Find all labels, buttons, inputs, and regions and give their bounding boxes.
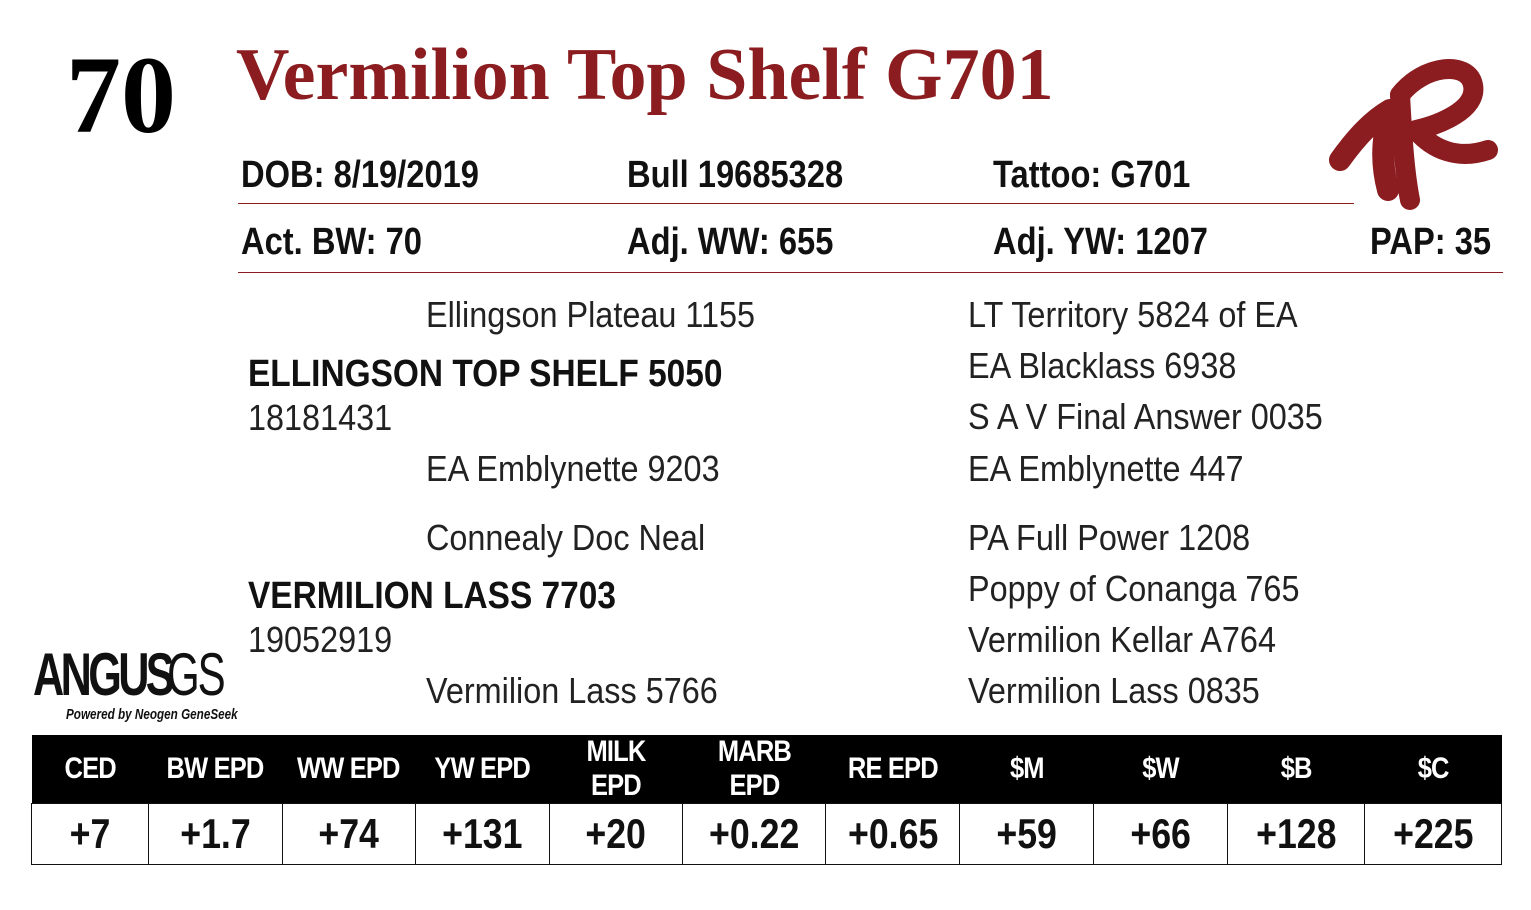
right-ancestor: EA Blacklass 6938: [968, 345, 1237, 386]
divider-bottom: [238, 272, 1503, 273]
epd-value: +0.65: [825, 803, 961, 865]
epd-value: +74: [281, 803, 416, 865]
epd-value: +1.7: [147, 803, 283, 865]
epd-header: WW EPD: [282, 735, 416, 804]
epd-value: +128: [1227, 803, 1365, 865]
epd-value: +131: [414, 803, 550, 865]
epd-header: CED: [31, 735, 149, 804]
dam-sire: Connealy Doc Neal: [426, 517, 706, 558]
angus-logo-word: ANGUS: [33, 641, 175, 708]
epd-header: $M: [959, 735, 1094, 804]
right-ancestor: Vermilion Kellar A764: [968, 619, 1276, 660]
epd-header: MILK EPD: [549, 735, 683, 804]
lot-number: 70: [66, 34, 176, 156]
sire-name: ELLINGSON TOP SHELF 5050: [248, 353, 723, 395]
epd-value: +66: [1093, 803, 1229, 865]
vr-brand-logo: [1329, 59, 1498, 210]
right-ancestor: S A V Final Answer 0035: [968, 396, 1323, 437]
epd-header-row: CED BW EPD WW EPD YW EPD MILK EPD MARB E…: [31, 735, 1502, 804]
sire-sire: Ellingson Plateau 1155: [426, 294, 756, 335]
right-ancestor: Vermilion Lass 0835: [968, 670, 1260, 711]
dam-dam: Vermilion Lass 5766: [426, 670, 718, 711]
dam-name: VERMILION LASS 7703: [248, 575, 616, 617]
epd-table: CED BW EPD WW EPD YW EPD MILK EPD MARB E…: [31, 735, 1502, 865]
epd-header: $B: [1227, 735, 1365, 804]
epd-header: $C: [1364, 735, 1502, 804]
right-ancestor: Poppy of Conanga 765: [968, 568, 1300, 609]
gs-logo-word: GS: [167, 641, 226, 708]
tattoo-field: Tattoo: G701: [993, 154, 1191, 196]
epd-header: BW EPD: [148, 735, 283, 804]
dam-registration: 19052919: [248, 619, 393, 660]
epd-header: YW EPD: [415, 735, 550, 804]
epd-value: +225: [1364, 803, 1502, 865]
adjusted-ww-field: Adj. WW: 655: [627, 221, 834, 263]
angus-gs-logo: ANGUS GS Powered by Neogen GeneSeek: [33, 641, 238, 730]
epd-value: +20: [548, 803, 684, 865]
epd-value: +59: [959, 803, 1095, 865]
adjusted-yw-field: Adj. YW: 1207: [993, 221, 1208, 263]
right-ancestor: PA Full Power 1208: [968, 517, 1251, 558]
sire-registration: 18181431: [248, 397, 393, 438]
epd-header: $W: [1093, 735, 1228, 804]
epd-header: RE EPD: [825, 735, 960, 804]
right-ancestor: LT Territory 5824 of EA: [968, 294, 1298, 335]
animal-name: Vermilion Top Shelf G701: [236, 34, 1054, 116]
epd-header: MARB EPD: [682, 735, 826, 804]
right-ancestor: EA Emblynette 447: [968, 448, 1244, 489]
divider-top: [238, 203, 1354, 204]
sire-dam: EA Emblynette 9203: [426, 448, 720, 489]
dob-field: DOB: 8/19/2019: [241, 154, 479, 196]
actual-bw-field: Act. BW: 70: [241, 221, 422, 263]
epd-value-row: +7 +1.7 +74 +131 +20 +0.22 +0.65 +59 +66…: [31, 803, 1502, 865]
registration-field: Bull 19685328: [627, 154, 844, 196]
logo-tagline: Powered by Neogen GeneSeek: [66, 706, 238, 723]
epd-value: +0.22: [682, 803, 827, 865]
epd-value: +7: [31, 803, 149, 865]
pap-field: PAP: 35: [1370, 221, 1492, 263]
